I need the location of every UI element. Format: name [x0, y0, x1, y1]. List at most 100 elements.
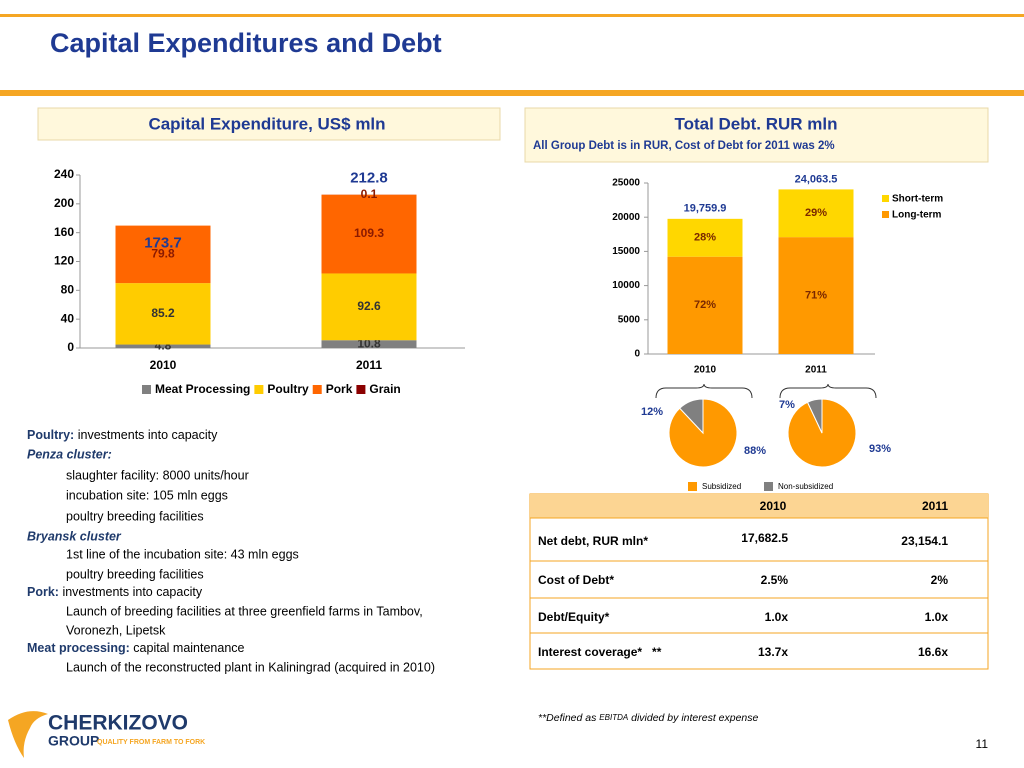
legend-label: Non-subsidized	[778, 482, 833, 491]
logo-slogan: QUALITY FROM FARM TO FORK	[97, 739, 205, 746]
pie-label: 93%	[869, 443, 891, 455]
logo-group: GROUP	[48, 733, 99, 749]
note-line: Meat processing: capital maintenance	[27, 641, 245, 655]
slide-title: Capital Expenditures and Debt	[50, 28, 442, 58]
legend-swatch	[882, 211, 889, 218]
logo-name: CHERKIZOVO	[48, 712, 188, 735]
y-tick-label: 120	[54, 254, 74, 268]
bar-segment	[321, 340, 417, 348]
legend-label: Long-term	[892, 210, 942, 221]
legend-swatch	[688, 482, 697, 491]
total-label: 24,063.5	[795, 173, 838, 185]
share-label: 71%	[805, 289, 827, 301]
top-rule	[0, 14, 1024, 17]
chart-subtitle: All Group Debt is in RUR, Cost of Debt f…	[533, 140, 835, 152]
legend-label: Poultry	[267, 382, 309, 396]
note-item: Launch of breeding facilities at three g…	[66, 604, 423, 618]
total-label: 173.7	[144, 235, 182, 252]
legend-swatch	[142, 385, 151, 394]
x-tick-label: 2011	[805, 365, 827, 376]
page-number: 11	[976, 737, 989, 751]
cell: 16.6x	[918, 645, 948, 659]
data-label: 79.8	[151, 247, 175, 261]
legend-swatch	[356, 385, 366, 394]
brace	[779, 383, 877, 399]
x-tick-label: 2010	[694, 365, 717, 376]
bar-segment	[778, 189, 854, 238]
legend-label: Meat Processing	[155, 382, 250, 396]
share-label: 29%	[805, 207, 827, 219]
bar-segment	[667, 218, 743, 257]
share-label: 28%	[694, 232, 716, 244]
y-tick-label: 25000	[612, 178, 640, 189]
note-item: poultry breeding facilities	[66, 509, 204, 523]
y-tick-label: 10000	[612, 280, 640, 291]
table-header: 2011	[922, 499, 948, 513]
row-label: Cost of Debt*	[538, 573, 614, 587]
y-tick-label: 80	[61, 283, 75, 297]
cell: 2.5%	[761, 573, 789, 587]
note-head: Pork:	[27, 585, 59, 599]
total-label: 19,759.9	[684, 203, 727, 215]
footnote: **Defined as EBITDA divided by interest …	[538, 712, 759, 724]
chart-title: Capital Expenditure, US$ mln	[148, 114, 385, 133]
data-label: 92.6	[357, 299, 381, 313]
pie-label: 88%	[744, 445, 766, 457]
panel-header	[37, 107, 501, 141]
logo: CHERKIZOVO GROUP QUALITY FROM FARM TO FO…	[8, 711, 205, 758]
footnote-text: **Defined as	[538, 712, 599, 724]
bar-segment	[115, 344, 211, 348]
note-item: slaughter facility: 8000 units/hour	[66, 468, 249, 482]
note-text: capital maintenance	[133, 641, 244, 655]
bar-segment	[321, 194, 417, 274]
y-tick-label: 200	[54, 196, 74, 210]
table-header: 2010	[760, 499, 787, 513]
y-tick-label: 160	[54, 225, 74, 239]
legend-label: Grain	[369, 382, 400, 396]
pie-slice	[679, 398, 704, 435]
row-label: Interest coverage* **	[538, 645, 662, 659]
data-label: 85.2	[151, 306, 175, 320]
note-item: 1st line of the incubation site: 43 mln …	[66, 547, 299, 561]
legend-label: Pork	[326, 382, 353, 396]
note-sub: Penza cluster:	[27, 447, 112, 461]
note-head: Meat processing:	[27, 641, 130, 655]
bar-segment	[115, 225, 211, 284]
legend-swatch	[882, 195, 889, 202]
chart-title: Total Debt. RUR mln	[674, 114, 837, 133]
brace	[655, 383, 753, 399]
note-sub: Bryansk cluster	[27, 529, 122, 543]
data-label: 0.1	[361, 187, 378, 201]
y-tick-label: 0	[634, 349, 640, 360]
legend-label: Short-term	[892, 194, 943, 205]
y-tick-label: 20000	[612, 212, 640, 223]
legend-label: Subsidized	[702, 482, 741, 491]
note-item: incubation site: 105 mln eggs	[66, 488, 228, 502]
y-tick-label: 5000	[618, 314, 641, 325]
cell: 1.0x	[765, 610, 789, 624]
footnote-text: divided by interest expense	[628, 712, 758, 724]
legend-swatch	[254, 385, 264, 394]
data-label: 109.3	[354, 226, 384, 240]
note-item: Voronezh, Lipetsk	[66, 623, 166, 637]
pie-label: 12%	[641, 406, 663, 418]
y-tick-label: 0	[67, 340, 74, 354]
logo-mark	[8, 711, 48, 758]
note-line: Pork: investments into capacity	[27, 585, 203, 599]
row-label: Debt/Equity*	[538, 610, 610, 624]
legend-swatch	[312, 385, 322, 394]
pie-slice	[806, 398, 823, 434]
note-item: poultry breeding facilities	[66, 567, 204, 581]
y-tick-label: 40	[61, 311, 75, 325]
cell: 1.0x	[925, 610, 949, 624]
bar-segment	[667, 256, 743, 354]
note-text: investments into capacity	[78, 428, 218, 442]
note-item: Launch of the reconstructed plant in Kal…	[66, 660, 435, 674]
panel-header	[524, 107, 989, 163]
pie-label: 7%	[779, 399, 795, 411]
cell: 2%	[931, 573, 949, 587]
bar-segment	[321, 273, 417, 341]
cell: 23,154.1	[901, 534, 948, 548]
y-tick-label: 15000	[612, 246, 640, 257]
